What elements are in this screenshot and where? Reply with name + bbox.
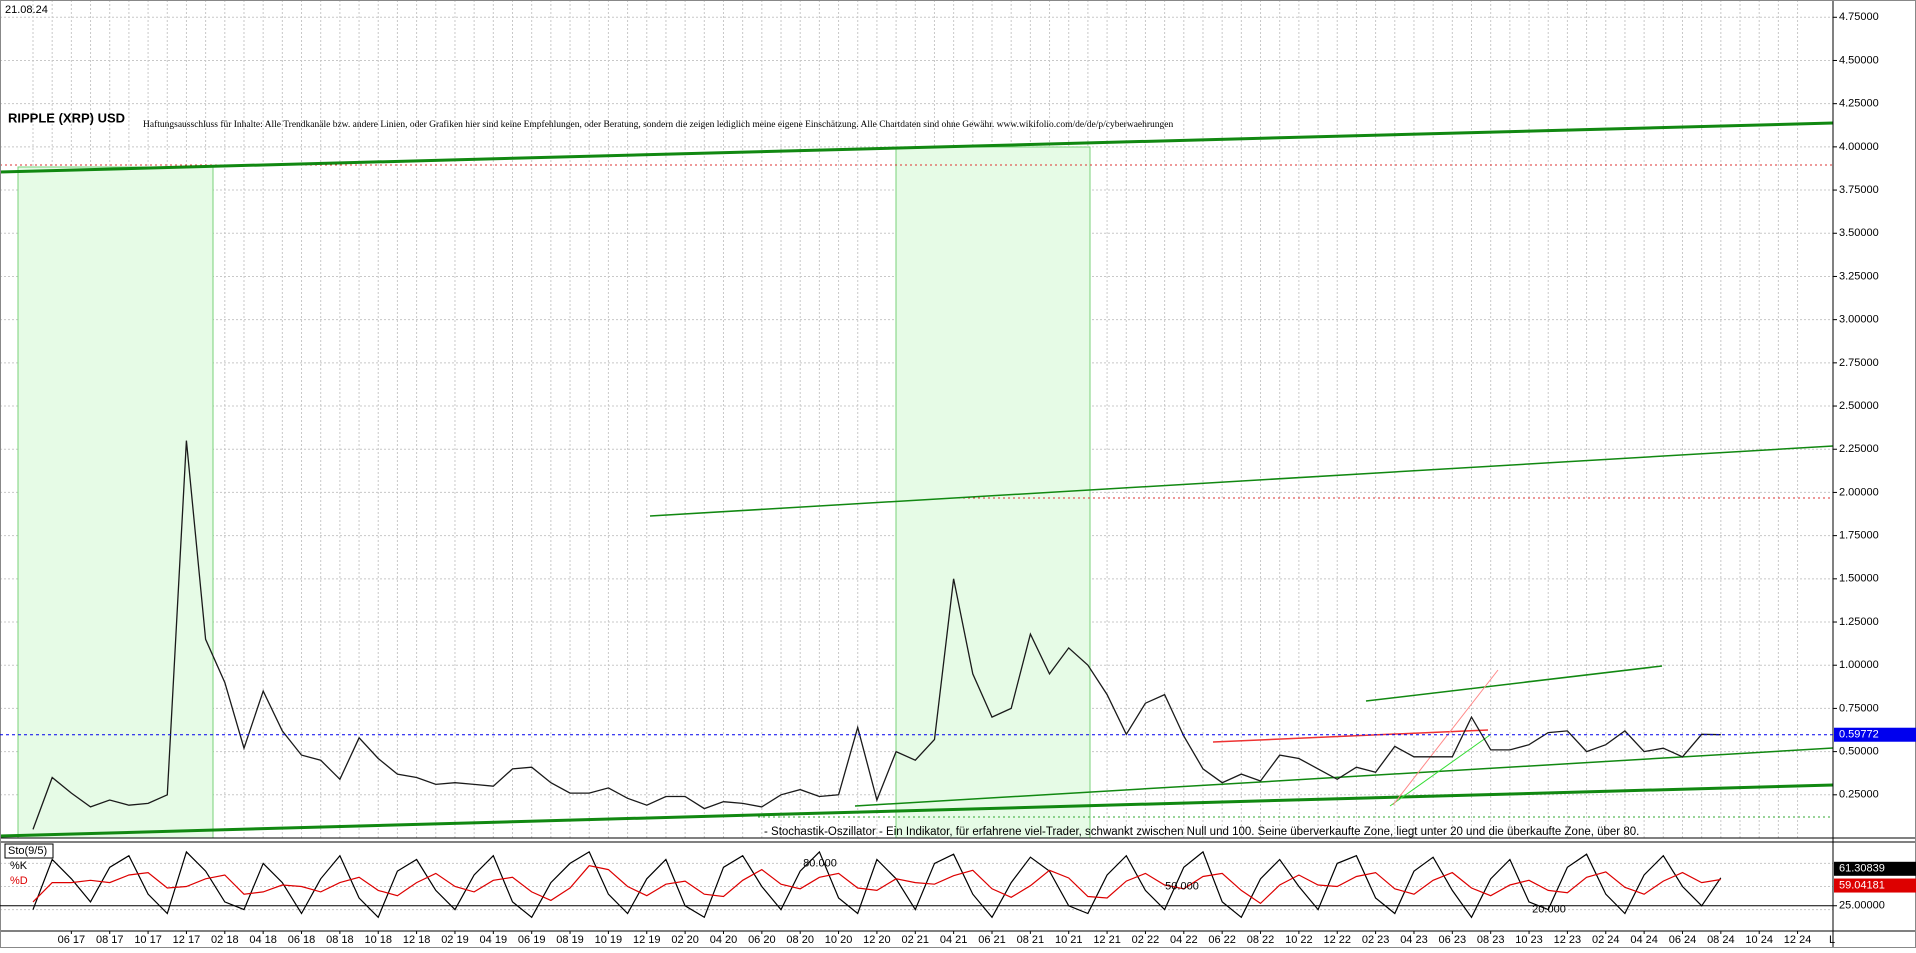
y-tick-label: 2.25000	[1839, 443, 1879, 455]
x-tick-label: 04 19	[480, 934, 508, 946]
x-tick-label: 06 17	[58, 934, 86, 946]
trend-line	[854, 747, 1834, 807]
indicator-tab[interactable]	[4, 843, 54, 859]
trend-line	[1365, 665, 1663, 702]
x-tick-label: 08 23	[1477, 934, 1505, 946]
last-value-box	[1834, 861, 1916, 876]
last-value-box	[1834, 878, 1916, 893]
chart-subtitle: Haftungsausschluss für Inhalte: Alle Tre…	[143, 119, 1174, 130]
x-tick-label: 10 21	[1055, 934, 1083, 946]
x-tick-label: 10 22	[1285, 934, 1313, 946]
x-tick-label: 06 18	[288, 934, 316, 946]
x-tick-label: 08 21	[1017, 934, 1045, 946]
x-tick-label: 04 18	[249, 934, 277, 946]
y-tick-label: 1.25000	[1839, 616, 1879, 628]
y-tick-label: 2.50000	[1839, 400, 1879, 412]
x-tick-label: 12 19	[633, 934, 661, 946]
x-tick-label: 08 17	[96, 934, 124, 946]
mark-layer	[0, 16, 1916, 934]
last-price-label: 0.59772	[1839, 729, 1879, 741]
x-tick-label: 02 20	[671, 934, 699, 946]
x-tick-label: 02 24	[1592, 934, 1620, 946]
last-price-box	[1834, 727, 1916, 742]
trend-line	[1212, 729, 1489, 743]
x-tick-label: 10 17	[134, 934, 162, 946]
y-tick-label: 0.50000	[1839, 746, 1879, 758]
chart-date: 21.08.24	[5, 4, 48, 16]
legend-label: %K	[10, 860, 28, 872]
x-tick-label: 02 19	[441, 934, 469, 946]
y-tick-label: 25.00000	[1839, 900, 1885, 912]
level-label: 80.000	[803, 857, 837, 869]
x-tick-label: 04 22	[1170, 934, 1198, 946]
x-tick-label: 12 22	[1323, 934, 1351, 946]
y-tick-label: 4.00000	[1839, 141, 1879, 153]
x-tick-label: 10 23	[1515, 934, 1543, 946]
x-tick-label: 12 17	[173, 934, 201, 946]
x-tick-label: 08 22	[1247, 934, 1275, 946]
x-tick-label: 04 23	[1400, 934, 1428, 946]
x-tick-label: 08 18	[326, 934, 354, 946]
level-label: 50.000	[1165, 880, 1199, 892]
y-tick-label: 3.50000	[1839, 227, 1879, 239]
x-tick-label: 10 18	[364, 934, 392, 946]
x-tick-label: 10 19	[595, 934, 623, 946]
x-tick-label: 06 23	[1439, 934, 1467, 946]
last-value-label: 61.30839	[1839, 863, 1885, 875]
chart-title: RIPPLE (XRP) USD	[8, 110, 125, 125]
trend-channel	[0, 783, 1834, 838]
x-tick-label: 04 20	[710, 934, 738, 946]
trend-line	[1389, 734, 1491, 807]
y-tick-label: 1.00000	[1839, 659, 1879, 671]
y-tick-label: 2.75000	[1839, 357, 1879, 369]
x-tick-label: 06 19	[518, 934, 546, 946]
y-tick-label: 3.75000	[1839, 184, 1879, 196]
x-tick-label: 04 24	[1630, 934, 1658, 946]
x-tick-label: 12 24	[1784, 934, 1812, 946]
x-tick-label: 08 24	[1707, 934, 1735, 946]
trend-line	[1392, 669, 1499, 806]
trend-line	[649, 445, 1834, 517]
x-tick-label: 08 19	[556, 934, 584, 946]
oscillator-line	[32, 865, 1721, 905]
x-tick-label: 06 21	[978, 934, 1006, 946]
x-tick-label: 06 20	[748, 934, 776, 946]
highlight-zone	[17, 166, 214, 839]
x-tick-label: 06 24	[1669, 934, 1697, 946]
text-layer: 21.08.24 RIPPLE (XRP) USD Haftungsaussch…	[4, 4, 1885, 946]
y-tick-label: 3.25000	[1839, 270, 1879, 282]
y-tick-label: 0.25000	[1839, 789, 1879, 801]
x-tick-label: 04 21	[940, 934, 968, 946]
level-label: 20.000	[1532, 904, 1566, 916]
indicator-title[interactable]: Sto(9/5)	[8, 845, 47, 857]
x-tick-label: 10 24	[1745, 934, 1773, 946]
y-tick-label: 1.75000	[1839, 530, 1879, 542]
y-tick-label: 4.50000	[1839, 54, 1879, 66]
x-tick-label: 12 23	[1554, 934, 1582, 946]
y-tick-label: 4.75000	[1839, 11, 1879, 23]
axis-marker: L	[1829, 934, 1835, 946]
x-tick-label: 02 21	[902, 934, 930, 946]
y-tick-label: 0.75000	[1839, 702, 1879, 714]
y-tick-label: 2.00000	[1839, 486, 1879, 498]
price-line	[32, 440, 1721, 830]
x-tick-label: 02 18	[211, 934, 239, 946]
x-tick-label: 02 23	[1362, 934, 1390, 946]
y-tick-label: 3.00000	[1839, 314, 1879, 326]
x-tick-label: 12 21	[1093, 934, 1121, 946]
x-tick-label: 02 22	[1132, 934, 1160, 946]
x-tick-label: 12 18	[403, 934, 431, 946]
y-tick-label: 4.25000	[1839, 98, 1879, 110]
x-tick-label: 12 20	[863, 934, 891, 946]
trend-channel	[0, 121, 1834, 174]
legend-label: %D	[10, 875, 28, 887]
x-tick-label: 06 22	[1208, 934, 1236, 946]
x-tick-label: 08 20	[786, 934, 814, 946]
last-value-label: 59.04181	[1839, 879, 1885, 891]
x-tick-label: 10 20	[825, 934, 853, 946]
y-tick-label: 1.50000	[1839, 573, 1879, 585]
indicator-description: - Stochastik-Oszillator - Ein Indikator,…	[764, 826, 1639, 838]
